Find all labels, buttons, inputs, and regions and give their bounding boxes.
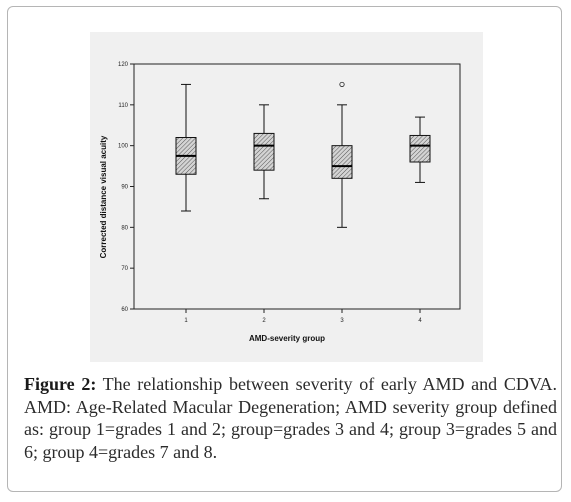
box-group-4 bbox=[409, 116, 431, 183]
y-axis-label: Corrected distance visual acuity bbox=[99, 135, 108, 258]
y-tick-label: 90 bbox=[121, 185, 128, 191]
boxes bbox=[175, 81, 431, 228]
figure-label: Figure 2: bbox=[24, 374, 97, 394]
boxplot-chart: 60 70 80 90 100 110 120 1 2 3 4 Corrected distance… bbox=[99, 62, 461, 343]
outlier-point bbox=[339, 81, 345, 88]
box-iqr bbox=[409, 134, 431, 163]
y-tick-label: 110 bbox=[118, 103, 128, 109]
figure-frame: 60 70 80 90 100 110 120 1 2 3 4 Corrected distance… bbox=[7, 6, 562, 492]
x-tick-label: 2 bbox=[262, 318, 266, 324]
y-tick-label: 60 bbox=[121, 307, 128, 313]
box-group-2 bbox=[253, 104, 275, 200]
box-group-1 bbox=[175, 83, 197, 212]
y-tick-label: 70 bbox=[121, 266, 128, 272]
x-axis-label: AMD-severity group bbox=[249, 334, 325, 343]
y-tick-label: 80 bbox=[121, 225, 128, 231]
plot-border bbox=[133, 63, 461, 310]
y-tick-label: 100 bbox=[118, 144, 129, 150]
y-tick-label: 120 bbox=[118, 62, 129, 68]
x-tick-label: 3 bbox=[340, 318, 344, 324]
figure-caption: Figure 2: The relationship between sever… bbox=[24, 373, 557, 463]
axes: 60 70 80 90 100 110 120 1 2 3 4 bbox=[118, 62, 461, 324]
plot-background bbox=[90, 32, 483, 362]
box-group-3 bbox=[331, 81, 353, 228]
figure-caption-text: The relationship between severity of ear… bbox=[24, 374, 557, 462]
box-iqr bbox=[331, 145, 353, 179]
x-tick-label: 4 bbox=[418, 318, 422, 324]
x-tick-label: 1 bbox=[184, 318, 188, 324]
box-iqr bbox=[253, 132, 275, 171]
